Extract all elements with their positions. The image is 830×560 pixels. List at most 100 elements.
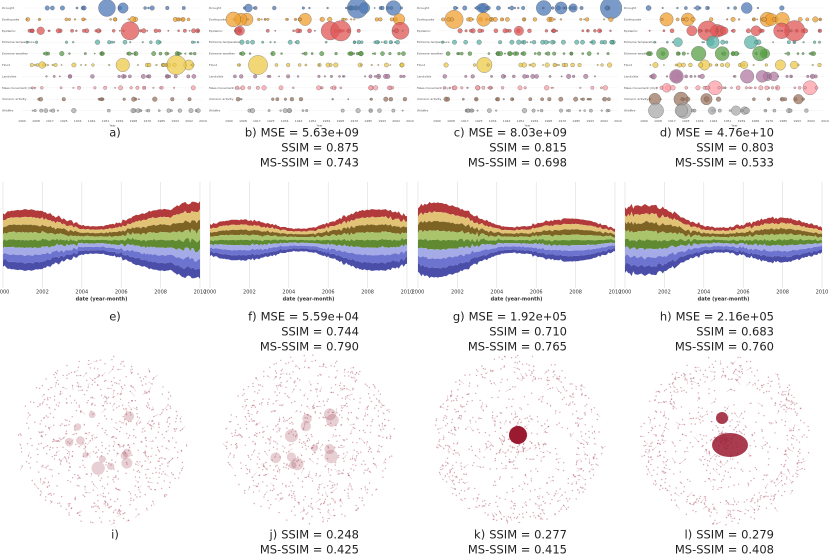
node	[673, 473, 675, 475]
bubble	[449, 86, 452, 89]
row-label: Flood	[624, 63, 632, 67]
node	[522, 448, 524, 451]
node	[471, 449, 473, 452]
bubble	[99, 29, 102, 32]
bubble	[648, 98, 651, 101]
node	[254, 391, 256, 393]
bubble	[715, 29, 719, 33]
node	[288, 493, 291, 495]
node	[258, 474, 261, 476]
node	[36, 461, 38, 463]
bubble	[662, 83, 672, 93]
node	[793, 408, 795, 410]
node	[75, 409, 78, 412]
row-label: Extreme weather	[209, 52, 236, 56]
node	[330, 387, 332, 389]
node	[258, 452, 260, 455]
node	[708, 357, 710, 359]
node	[303, 460, 305, 463]
node	[282, 445, 284, 447]
bubble	[686, 25, 698, 37]
node	[513, 508, 515, 510]
node	[792, 480, 794, 483]
node	[373, 394, 375, 396]
node	[58, 502, 61, 504]
node	[699, 495, 702, 498]
node	[713, 522, 715, 524]
node	[562, 469, 565, 472]
bubble	[239, 39, 245, 45]
node	[98, 517, 101, 519]
edge	[142, 427, 146, 429]
edge	[113, 427, 118, 430]
node	[733, 404, 735, 406]
x-tick-label: 1925	[267, 119, 275, 123]
node	[669, 391, 672, 394]
node	[325, 424, 327, 427]
node	[284, 392, 286, 395]
node	[566, 427, 569, 430]
node	[492, 514, 494, 517]
node	[506, 491, 508, 494]
node	[247, 409, 249, 412]
node	[175, 421, 177, 423]
bubble	[345, 18, 348, 21]
node	[356, 509, 358, 511]
node	[789, 389, 791, 391]
node	[45, 434, 47, 436]
node	[379, 393, 382, 395]
node	[670, 398, 673, 400]
node	[795, 472, 797, 474]
edge	[576, 439, 582, 444]
node	[65, 432, 68, 435]
node	[523, 442, 525, 444]
x-tick-label: 1908	[447, 119, 455, 123]
node	[567, 500, 569, 502]
node	[655, 395, 657, 397]
bubble	[173, 86, 176, 89]
node	[295, 430, 297, 432]
node	[529, 441, 531, 443]
edge	[276, 492, 282, 496]
node	[86, 402, 88, 404]
bubble	[522, 74, 527, 79]
node	[118, 512, 121, 514]
bubble	[50, 5, 55, 11]
x-tick-label: 2004	[697, 290, 710, 296]
edge	[661, 471, 665, 474]
edge	[339, 388, 345, 392]
node	[554, 513, 556, 515]
node	[513, 447, 515, 449]
node	[294, 473, 296, 475]
node	[247, 454, 249, 457]
edge	[254, 431, 258, 434]
x-tick-label: 2008	[776, 290, 789, 296]
node	[274, 410, 276, 412]
node	[310, 415, 312, 418]
node	[100, 388, 102, 391]
bubble	[145, 109, 148, 112]
node	[137, 469, 140, 472]
node	[51, 455, 53, 458]
node	[47, 399, 49, 401]
node	[451, 418, 453, 421]
node	[115, 475, 117, 477]
edge	[104, 401, 106, 404]
node	[461, 396, 464, 399]
edge	[697, 397, 700, 402]
edge	[264, 451, 269, 457]
bubble	[247, 18, 249, 21]
node	[569, 383, 571, 385]
node	[681, 418, 684, 421]
node	[767, 464, 770, 466]
node	[769, 385, 772, 387]
node	[571, 489, 574, 492]
node	[449, 471, 451, 474]
node	[727, 514, 729, 517]
node	[373, 385, 376, 387]
node	[541, 518, 543, 520]
node	[670, 395, 673, 397]
node	[713, 375, 716, 377]
edge	[759, 495, 762, 498]
bubble	[316, 85, 321, 91]
